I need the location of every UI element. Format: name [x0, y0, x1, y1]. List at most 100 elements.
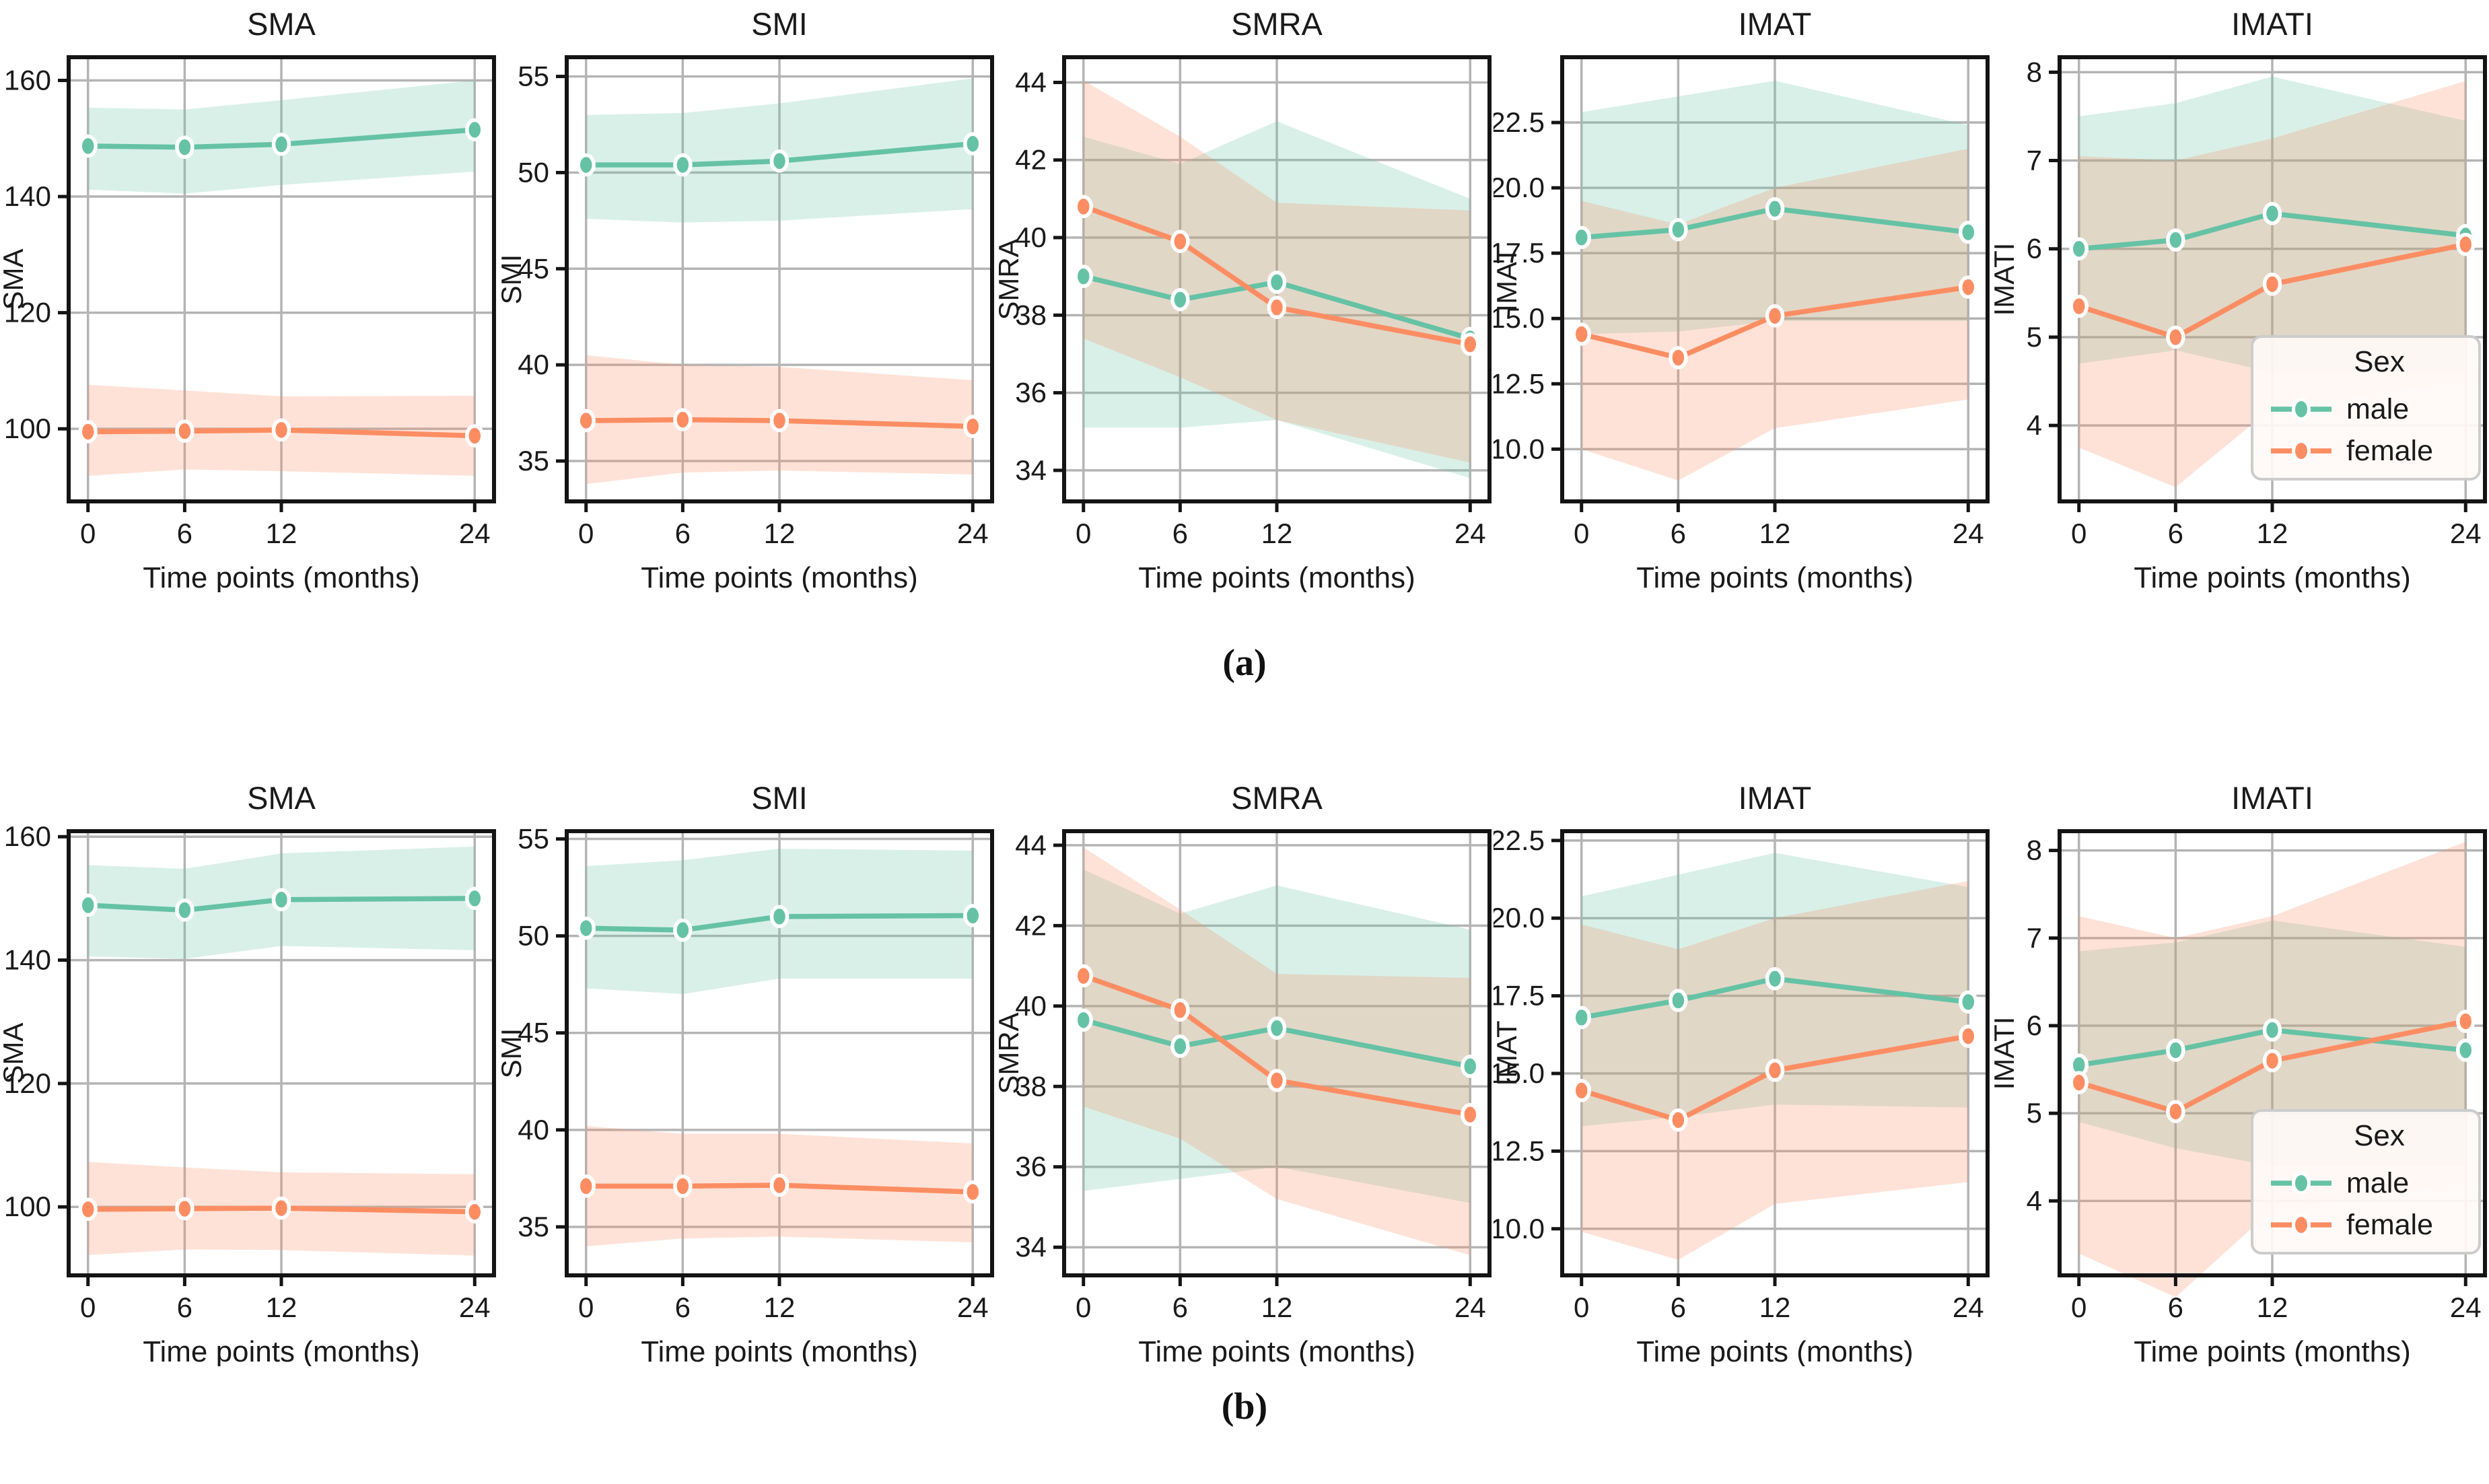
legend-female-label: female — [2346, 435, 2433, 467]
gridlines — [1064, 57, 1490, 501]
x-axis-label: Time points (months) — [1636, 561, 1913, 592]
tick-marks — [57, 79, 477, 512]
male-line — [85, 896, 478, 913]
y-tick-label: 100 — [4, 1191, 51, 1222]
y-tick-label: 35 — [518, 1211, 549, 1242]
x-tick-label: 12 — [2257, 518, 2288, 549]
y-tick-label: 50 — [518, 920, 549, 952]
x-tick-label: 24 — [1953, 1292, 1984, 1323]
plot-border — [2058, 829, 2488, 1277]
x-axis-label: Time points (months) — [641, 561, 917, 592]
female-markers — [78, 1196, 485, 1224]
x-tick-label: 12 — [266, 1292, 297, 1323]
y-axis-label: SMI — [498, 1028, 527, 1079]
female-line — [1081, 204, 1473, 347]
female-markers — [2069, 232, 2476, 349]
x-tick-label: 6 — [1670, 1292, 1685, 1323]
plot-sma: 100 120 140 160 0 6 12 24 SMA SMA Time points (mon… — [0, 780, 496, 1368]
female-line — [1081, 973, 1473, 1117]
x-tick-label: 12 — [1759, 1292, 1790, 1323]
plot-border — [564, 55, 994, 503]
plot-imat: 10.0 12.5 15.0 17.5 20.0 22.5 0 6 12 24 IMAT IMAT Ti… — [1489, 780, 1990, 1368]
plot-smra: 34 36 38 40 42 44 0 6 12 24 SMRA SMRA Time points (m… — [993, 780, 1492, 1368]
plot-border — [1559, 829, 1990, 1277]
x-tick-label: 6 — [2168, 1292, 2183, 1323]
y-axis-label: IMATI — [1991, 243, 2020, 316]
legend-male-label: male — [2346, 393, 2409, 425]
y-tick-label: 4 — [2027, 1185, 2042, 1216]
x-tick-label: 0 — [578, 518, 594, 549]
legend-male-marker — [2292, 397, 2311, 421]
male-line — [583, 913, 975, 933]
female-line — [2076, 242, 2469, 341]
y-tick-label: 38 — [1015, 1070, 1047, 1102]
plot-imati: 4 5 6 7 8 0 6 12 24 IMATI IMATI Time points (months… — [1988, 780, 2488, 1368]
female-markers — [78, 418, 485, 448]
tick-marks — [1053, 843, 1472, 1286]
plot-border — [1062, 829, 1492, 1277]
y-tick-label: 160 — [4, 820, 51, 852]
x-tick-label: 24 — [1454, 1292, 1486, 1323]
x-tick-label: 12 — [1759, 518, 1790, 549]
male-markers — [576, 132, 983, 177]
x-tick-label: 12 — [266, 518, 297, 549]
female-line — [583, 1182, 975, 1195]
y-tick-label: 4 — [2027, 409, 2042, 441]
y-tick-label: 8 — [2027, 56, 2042, 87]
male-line — [1578, 206, 1971, 240]
chart-title: SMRA — [1231, 6, 1323, 42]
y-tick-label: 12.5 — [1494, 367, 1545, 399]
x-tick-label: 0 — [1076, 518, 1091, 549]
plot-border — [66, 829, 496, 1277]
y-axis-label: IMATI — [1991, 1017, 2020, 1090]
chart-title: IMATI — [2231, 780, 2313, 816]
female-line — [1578, 284, 1971, 361]
chart-title: SMA — [247, 780, 316, 816]
y-tick-label: 8 — [2027, 835, 2042, 866]
legend-box — [2251, 1108, 2482, 1255]
plot-imati: 4 5 6 7 8 0 6 12 24 IMATI IMATI Time points (months… — [1988, 6, 2488, 594]
legend-female-marker — [2292, 1213, 2311, 1236]
x-tick-label: 0 — [2071, 1292, 2087, 1323]
plot-border — [2058, 55, 2488, 503]
female-markers — [1074, 964, 1480, 1127]
y-axis-label: SMA — [0, 1023, 29, 1084]
gridlines — [1064, 831, 1490, 1275]
female-markers — [1572, 1024, 1978, 1132]
y-tick-label: 5 — [2027, 321, 2042, 353]
x-axis-label: Time points (months) — [1636, 1335, 1913, 1366]
y-tick-label: 120 — [4, 1067, 51, 1099]
y-tick-label: 34 — [1015, 454, 1047, 486]
tick-marks — [1551, 839, 1970, 1286]
tick-marks — [2049, 70, 2468, 512]
x-tick-label: 6 — [2168, 518, 2183, 549]
plot-border — [66, 55, 496, 503]
x-tick-label: 0 — [1574, 1292, 1589, 1323]
chart-a-smi: 35 40 45 50 55 0 6 12 24 SMI SMI Time points (month… — [495, 0, 996, 594]
y-tick-label: 6 — [2027, 1010, 2042, 1041]
chart-b-smra: 34 36 38 40 42 44 0 6 12 24 SMRA SMRA Time points (m… — [993, 774, 1494, 1368]
x-tick-label: 24 — [2450, 1292, 2482, 1323]
x-tick-label: 24 — [459, 1292, 491, 1323]
y-tick-label: 140 — [4, 944, 51, 976]
chart-b-sma: 100 120 140 160 0 6 12 24 SMA SMA Time points (mon… — [0, 774, 498, 1368]
chart-a-imat: 10.0 12.5 15.0 17.5 20.0 22.5 0 6 12 24 IMAT IMAT Ti… — [1489, 0, 1992, 594]
female-markers — [576, 1173, 983, 1204]
chart-title: SMI — [751, 6, 808, 42]
x-axis-label: Time points (months) — [143, 1335, 419, 1366]
x-tick-label: 6 — [177, 518, 192, 549]
chart-title: IMAT — [1738, 6, 1811, 42]
x-tick-label: 6 — [674, 1292, 690, 1323]
tick-marks — [555, 75, 975, 512]
y-axis-label: SMI — [498, 254, 527, 305]
male-markers — [1074, 1008, 1480, 1078]
plot-smi: 35 40 45 50 55 0 6 12 24 SMI SMI Time points (month… — [495, 780, 994, 1368]
y-tick-label: 7 — [2027, 922, 2042, 954]
chart-a-sma: 100 120 140 160 0 6 12 24 SMA SMA Time points (mon… — [0, 0, 498, 594]
y-tick-label: 7 — [2027, 145, 2042, 176]
y-tick-label: 42 — [1015, 909, 1047, 941]
tick-marks — [1053, 80, 1472, 512]
panel-a-row: 100 120 140 160 0 6 12 24 SMA SMA Time points (mon… — [0, 0, 2489, 594]
female-confidence-band — [1083, 847, 1471, 1256]
